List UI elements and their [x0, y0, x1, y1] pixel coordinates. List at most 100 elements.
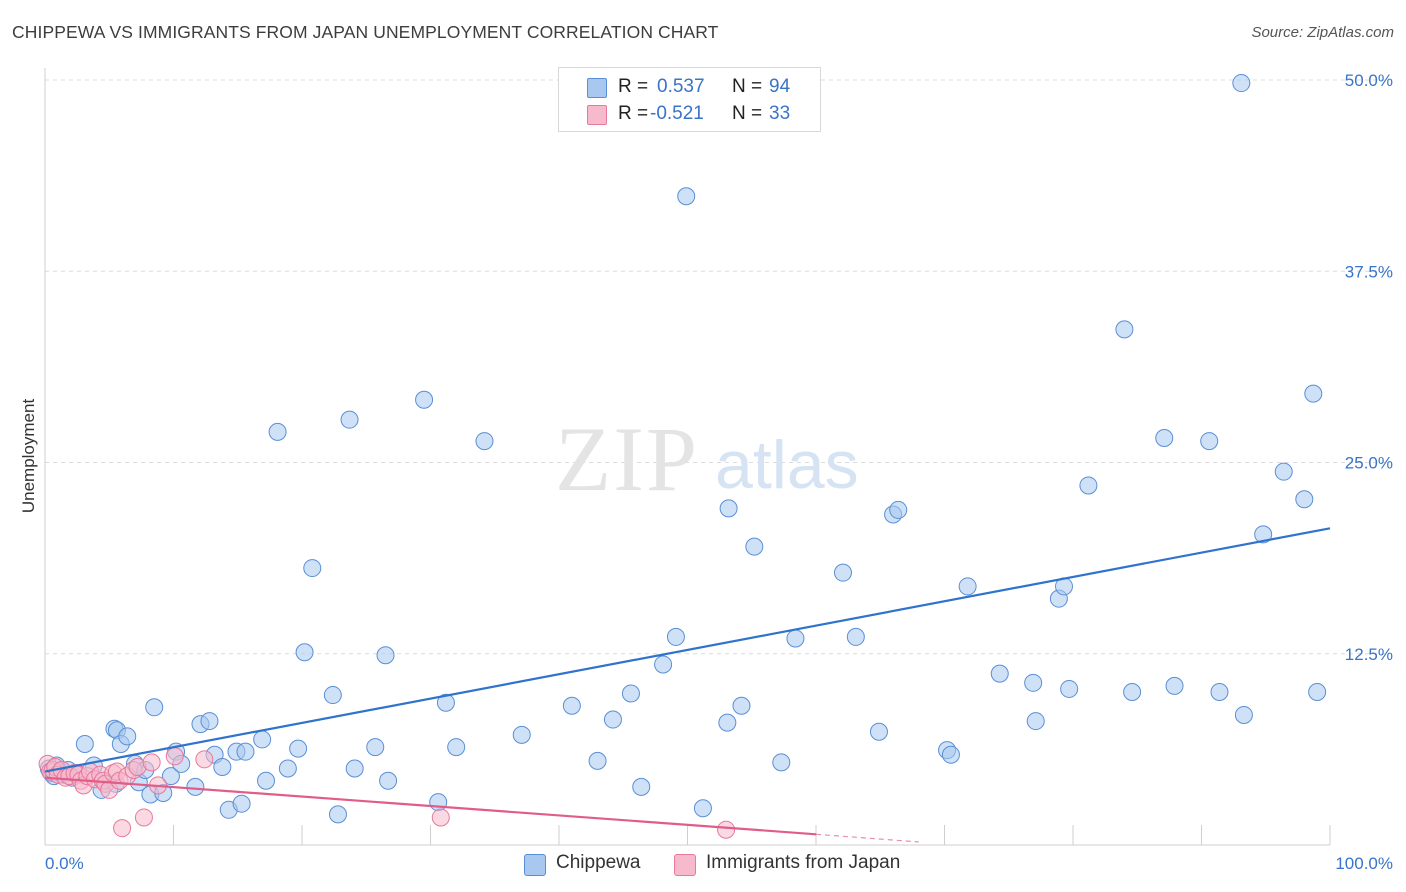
chippewa-point	[621, 684, 640, 703]
chippewa-point	[1079, 476, 1098, 495]
chippewa-point	[1295, 490, 1314, 509]
japan-point	[717, 820, 736, 839]
chippewa-point	[833, 563, 852, 582]
chippewa-point	[1232, 74, 1251, 93]
bottom-legend-swatch-pink	[674, 854, 696, 876]
chippewa-point	[990, 664, 1009, 683]
y-tick-label: 50.0%	[1345, 71, 1393, 90]
axes-layer	[44, 68, 1331, 846]
chippewa-point	[1024, 673, 1043, 692]
chippewa-point	[328, 805, 347, 824]
chippewa-point	[436, 693, 455, 712]
chippewa-point	[786, 629, 805, 648]
tick-labels: 12.5% 25.0% 37.5% 50.0% 0.0% 100.0%	[45, 71, 1393, 873]
chippewa-point	[447, 738, 466, 757]
chippewa-point	[1123, 683, 1142, 701]
chippewa-point	[588, 751, 607, 770]
japan-point	[113, 819, 132, 838]
legend-row-chippewa: R = 0.537 N = 94	[559, 73, 820, 101]
y-axis-label: Unemployment	[19, 399, 38, 514]
chippewa-point	[75, 735, 94, 754]
stats-legend: R = 0.537 N = 94 R = -0.521 N = 33	[558, 67, 821, 132]
chippewa-point	[745, 537, 764, 556]
chippewa-point	[1274, 462, 1293, 481]
source-credit: Source: ZipAtlas.com	[1251, 24, 1394, 41]
legend-n-label: N =	[732, 76, 763, 97]
chippewa-point	[718, 713, 737, 732]
chippewa-point	[303, 559, 322, 578]
legend-r-value: 0.537	[657, 76, 705, 97]
chippewa-point	[1308, 683, 1327, 701]
points-layer	[38, 74, 1327, 839]
chippewa-point	[257, 771, 276, 790]
chippewa-point	[677, 187, 696, 206]
japan-point	[431, 808, 450, 827]
grid-layer	[45, 79, 1390, 655]
chippewa-point	[1026, 712, 1045, 731]
chippewa-point	[1060, 679, 1079, 698]
x-tick-label: 0.0%	[45, 854, 84, 873]
chippewa-point	[236, 742, 255, 761]
chippewa-point	[666, 627, 685, 646]
japan-point	[165, 747, 184, 766]
chippewa-point	[253, 730, 272, 749]
chippewa-point	[1155, 429, 1174, 448]
japan-point	[134, 808, 153, 827]
y-tick-label: 12.5%	[1345, 645, 1393, 664]
chippewa-point	[475, 432, 494, 451]
chippewa-point	[941, 745, 960, 764]
chippewa-point	[379, 771, 398, 790]
chippewa-point	[889, 500, 908, 519]
legend-n-value: 94	[769, 76, 791, 97]
chippewa-point	[429, 793, 448, 812]
chippewa-point	[1200, 432, 1219, 451]
chippewa-point	[1210, 683, 1229, 701]
legend-r-label: R =	[618, 103, 649, 124]
chippewa-point	[340, 410, 359, 429]
chart-title: CHIPPEWA VS IMMIGRANTS FROM JAPAN UNEMPL…	[12, 22, 719, 42]
japan-trendline	[44, 776, 817, 836]
trend-layer	[44, 527, 1331, 843]
chippewa-point	[295, 643, 314, 662]
chippewa-point	[289, 739, 308, 758]
bottom-legend-label: Chippewa	[556, 852, 641, 873]
chippewa-point	[161, 767, 180, 786]
y-tick-label: 25.0%	[1345, 454, 1393, 473]
x-tick-label: 100.0%	[1335, 854, 1393, 873]
watermark: ZIP atlas	[555, 408, 859, 510]
chippewa-trendline	[44, 527, 1331, 773]
y-tick-label: 37.5%	[1345, 262, 1393, 281]
japan-trendline-extension	[815, 833, 919, 843]
chippewa-point	[213, 757, 232, 776]
chippewa-point	[958, 577, 977, 596]
chippewa-point	[200, 712, 219, 731]
bottom-legend-swatch-blue	[524, 854, 546, 876]
chippewa-point	[1115, 320, 1134, 339]
chippewa-point	[345, 759, 364, 778]
chippewa-point	[1165, 676, 1184, 695]
legend-row-japan: R = -0.521 N = 33	[559, 100, 820, 128]
chippewa-point	[232, 794, 251, 813]
bottom-legend-label: Immigrants from Japan	[706, 852, 901, 873]
japan-point	[142, 753, 161, 772]
chippewa-point	[732, 696, 751, 715]
chippewa-point	[846, 627, 865, 646]
legend-swatch-blue	[587, 78, 607, 98]
chippewa-point	[118, 727, 137, 746]
chippewa-point	[366, 738, 385, 757]
watermark-atlas: atlas	[715, 427, 859, 503]
chippewa-point	[654, 655, 673, 674]
chippewa-point	[603, 710, 622, 729]
chippewa-point	[632, 777, 651, 796]
chippewa-point	[415, 390, 434, 409]
chippewa-point	[512, 725, 531, 744]
watermark-zip: ZIP	[555, 408, 699, 510]
chippewa-point	[186, 777, 205, 796]
chippewa-point	[268, 422, 287, 441]
legend-swatch-pink	[587, 105, 607, 125]
chippewa-point	[278, 759, 297, 778]
chippewa-point	[376, 646, 395, 665]
chippewa-point	[719, 499, 738, 518]
chippewa-point	[1234, 705, 1253, 724]
chippewa-point	[1254, 525, 1273, 544]
